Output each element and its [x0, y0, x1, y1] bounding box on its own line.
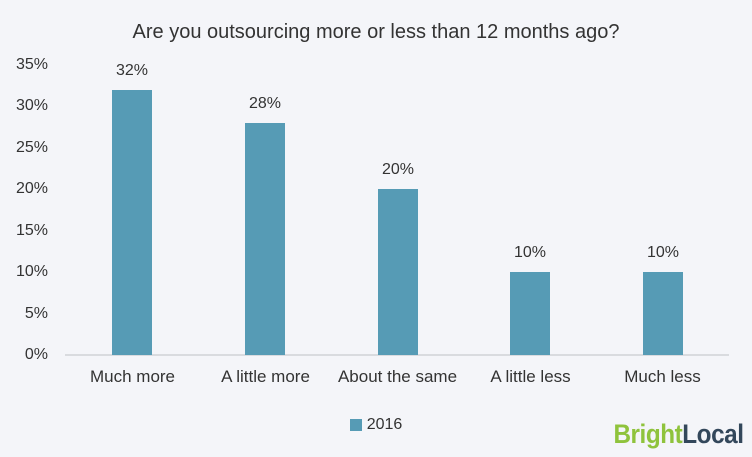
legend-item-2016[interactable]: 2016	[0, 416, 752, 434]
y-axis-tick-label: 5%	[24, 304, 48, 322]
bar-value-label: 10%	[646, 244, 680, 261]
legend-label: 2016	[366, 416, 403, 433]
bar-a-little-less	[510, 272, 550, 355]
x-axis-category-label: Much more	[89, 367, 176, 386]
legend-swatch-icon	[349, 419, 362, 431]
y-axis-tick-label: 15%	[15, 221, 48, 239]
y-axis-tick-label: 35%	[15, 56, 48, 73]
bar-about-the-same	[378, 189, 418, 355]
bar-value-label: 10%	[513, 244, 547, 261]
chart-title: Are you outsourcing more or less than 12…	[132, 21, 620, 43]
bar-value-label: 32%	[115, 62, 149, 79]
x-axis-line	[65, 354, 729, 356]
y-axis-tick-label: 10%	[15, 263, 48, 281]
x-axis-category-label: A little less	[490, 367, 571, 386]
bar-a-little-more	[245, 123, 285, 355]
logo-text-bright: Bright	[613, 419, 683, 449]
bar-much-less	[643, 272, 683, 355]
bar-value-label: 28%	[248, 95, 282, 112]
brightlocal-logo: BrightLocal	[613, 419, 745, 450]
y-axis-tick-label: 25%	[15, 138, 48, 156]
logo-text-local: Local	[682, 419, 745, 449]
x-axis-category-label: About the same	[337, 367, 458, 386]
y-axis-tick-label: 0%	[24, 346, 48, 363]
bar-value-label: 20%	[381, 161, 415, 178]
x-axis-category-label: A little more	[221, 367, 310, 386]
x-axis-category-label: Much less	[624, 367, 701, 386]
y-axis-tick-label: 20%	[15, 180, 48, 198]
y-axis-tick-label: 30%	[15, 97, 48, 115]
bar-much-more	[112, 90, 152, 355]
